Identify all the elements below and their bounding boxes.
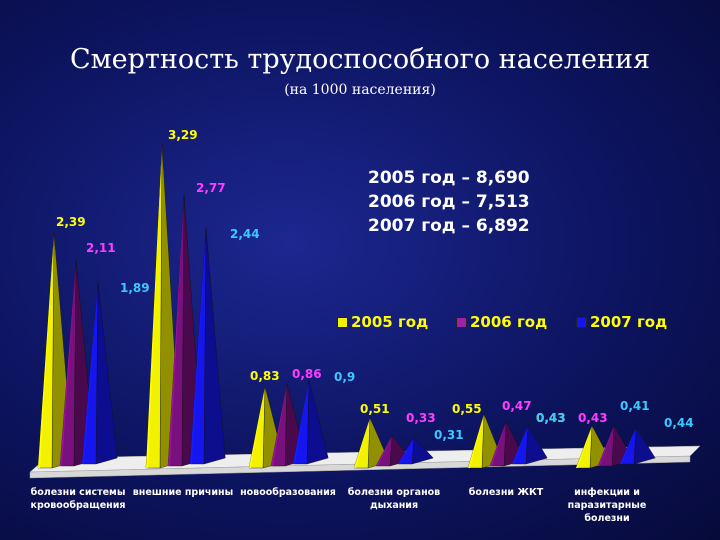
value-label-2006-2: 0,86	[292, 367, 322, 381]
pyramid-highlight-2007-3	[398, 437, 414, 464]
category-label-5-line-0: инфекции и	[574, 487, 640, 498]
pyramid-highlight-2005-3	[354, 417, 370, 468]
category-label-3-line-1: дыхания	[370, 500, 418, 511]
slide-subtitle: (на 1000 населения)	[284, 82, 436, 98]
category-label-3-line-0: болезни органов	[348, 487, 440, 498]
value-label-2006-1: 2,77	[196, 181, 226, 195]
pyramid-side-2007-5	[633, 426, 656, 465]
pyramid-highlight-2007-5	[620, 427, 636, 464]
pyramid-highlight-2005-2	[249, 386, 265, 468]
value-label-2007-1: 2,44	[230, 227, 260, 241]
category-label-4-line-0: болезни ЖКТ	[469, 487, 544, 498]
pyramid-highlight-2005-0	[38, 232, 54, 468]
pyramid-highlight-2005-5	[576, 425, 592, 468]
pyramid-highlight-2006-0	[60, 260, 76, 466]
value-label-2007-0: 1,89	[120, 281, 150, 295]
value-label-2005-4: 0,55	[452, 402, 482, 416]
legend-label-2006: 2006 год	[470, 313, 548, 331]
value-label-extra: 0,44	[664, 416, 694, 430]
legend-label-2005: 2005 год	[351, 313, 429, 331]
pyramid-highlight-2006-1	[168, 195, 184, 466]
value-label-2007-5: 0,41	[620, 399, 650, 413]
value-label-2007-4: 0,43	[536, 411, 566, 425]
totals-block: 2005 год – 8,690 2006 год – 7,513 2007 г…	[368, 166, 530, 238]
pyramid-highlight-2006-5	[598, 425, 614, 466]
legend-swatch-2006	[456, 316, 467, 328]
value-label-2005-0: 2,39	[56, 215, 86, 229]
pyramid-side-2007-4	[525, 424, 548, 465]
value-label-2006-3: 0,33	[406, 411, 436, 425]
value-label-2005-2: 0,83	[250, 369, 280, 383]
pyramid-highlight-2007-4	[512, 425, 528, 464]
legend-label-2007: 2007 год	[590, 313, 668, 331]
value-label-2005-1: 3,29	[168, 128, 198, 142]
value-label-2006-0: 2,11	[86, 241, 116, 255]
pyramid-highlight-2007-0	[82, 281, 98, 464]
total-2006: 2006 год – 7,513	[368, 192, 530, 212]
legend-swatch-2007	[576, 316, 587, 328]
pyramid-highlight-2005-1	[146, 143, 162, 468]
value-label-2005-5: 0,43	[536, 411, 566, 425]
legend-swatch-2005	[337, 316, 348, 328]
value-label-2005-3: 0,51	[360, 402, 390, 416]
pyramid-highlight-2007-1	[190, 227, 206, 464]
pyramid-side-2007-1	[203, 227, 226, 465]
value-label-2007-2: 0,9	[334, 370, 355, 384]
legend-item-2005: 2005 год	[337, 311, 428, 333]
slide-title: Смертность трудоспособного населения	[69, 44, 651, 75]
category-label-0-line-1: кровообращения	[31, 500, 126, 511]
value-label-2006-4: 0,47	[502, 399, 532, 413]
category-label-0-line-0: болезни системы	[31, 487, 126, 498]
value-label-2006-5: 0,43	[578, 411, 608, 425]
pyramid-highlight-2005-4	[468, 413, 484, 468]
category-label-5-line-1: паразитарные	[568, 500, 647, 511]
pyramid-highlight-2006-2	[271, 383, 287, 466]
pyramid-highlight-2006-4	[490, 421, 506, 466]
pyramid-side-2007-0	[95, 281, 118, 465]
legend-item-2007: 2007 год	[576, 311, 667, 333]
pyramid-side-2007-2	[306, 379, 329, 465]
pyramid-highlight-2007-2	[293, 379, 309, 464]
category-label-2-line-0: новообразования	[240, 487, 336, 498]
pyramid-highlight-2006-3	[376, 435, 392, 466]
category-label-1-line-0: внешние причины	[133, 487, 233, 498]
category-label-5-line-2: болезни	[584, 513, 629, 524]
value-label-2007-3: 0,31	[434, 428, 464, 442]
legend-item-2006: 2006 год	[456, 311, 547, 333]
total-2007: 2007 год – 6,892	[368, 216, 530, 236]
total-2005: 2005 год – 8,690	[368, 168, 530, 188]
